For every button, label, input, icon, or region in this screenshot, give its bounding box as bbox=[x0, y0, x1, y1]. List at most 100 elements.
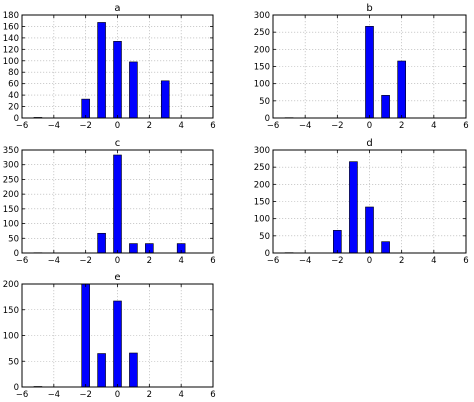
x-tick-label: 2 bbox=[399, 121, 404, 131]
bar-d-3 bbox=[365, 206, 374, 254]
bar-d-2 bbox=[349, 161, 358, 254]
x-tick-label: 6 bbox=[210, 121, 215, 131]
x-tick-label: −6 bbox=[16, 390, 29, 400]
x-tick-label: 0 bbox=[115, 121, 120, 131]
x-tick-label: 6 bbox=[463, 256, 468, 266]
y-tick-label: 200 bbox=[3, 190, 19, 200]
y-tick-label: 120 bbox=[3, 45, 19, 55]
y-tick-label: 150 bbox=[254, 63, 270, 73]
x-tick-label: 4 bbox=[178, 121, 183, 131]
bar-a-4 bbox=[129, 61, 138, 119]
x-tick-label: 6 bbox=[463, 121, 468, 131]
y-tick-label: 40 bbox=[8, 91, 19, 101]
x-tick-label: −6 bbox=[16, 256, 29, 266]
bar-a-2 bbox=[97, 22, 106, 119]
y-tick-label: 300 bbox=[254, 146, 270, 156]
subplot-title: d bbox=[366, 138, 372, 149]
x-tick-label: 4 bbox=[431, 121, 436, 131]
y-tick-label: 50 bbox=[259, 232, 270, 242]
subplot-title: e bbox=[114, 272, 120, 283]
x-tick-label: −4 bbox=[48, 390, 61, 400]
x-tick-label: 6 bbox=[210, 256, 215, 266]
x-tick-label: 0 bbox=[115, 256, 120, 266]
bar-c-1 bbox=[97, 232, 106, 254]
bar-c-2 bbox=[113, 154, 122, 254]
subplot-b: −6 −4 −2 0 2 4 6 0 50 100 150 200 250 300 b bbox=[254, 3, 469, 131]
y-tick-label: 100 bbox=[254, 80, 270, 90]
bar-a-5 bbox=[160, 80, 170, 119]
x-tick-label: −2 bbox=[79, 390, 92, 400]
x-tick-label: 6 bbox=[210, 390, 215, 400]
bar-e-4 bbox=[129, 352, 138, 388]
y-tick-label: 150 bbox=[3, 205, 19, 215]
bar-b-2 bbox=[381, 95, 390, 119]
y-tick-label: 60 bbox=[8, 80, 19, 90]
x-tick-label: −2 bbox=[79, 121, 92, 131]
y-tick-label: 100 bbox=[254, 215, 270, 225]
x-tick-label: −6 bbox=[16, 121, 29, 131]
y-tick-label: 350 bbox=[3, 146, 19, 156]
bar-c-3 bbox=[129, 243, 138, 254]
y-tick-label: 0 bbox=[14, 114, 19, 124]
y-tick-label: 200 bbox=[254, 180, 270, 190]
y-tick-label: 200 bbox=[3, 280, 19, 290]
x-tick-label: 2 bbox=[399, 256, 404, 266]
x-tick-label: 0 bbox=[367, 121, 372, 131]
y-tick-label: 50 bbox=[8, 357, 19, 367]
y-tick-label: 180 bbox=[3, 11, 19, 21]
x-tick-label: −4 bbox=[48, 121, 61, 131]
x-tick-label: −2 bbox=[331, 256, 344, 266]
subplot-d: −6 −4 −2 0 2 4 6 0 50 100 150 200 250 300 d bbox=[254, 138, 469, 266]
y-tick-label: 0 bbox=[265, 114, 270, 124]
y-tick-label: 200 bbox=[254, 45, 270, 55]
x-tick-label: −2 bbox=[331, 121, 344, 131]
bar-e-3 bbox=[113, 300, 122, 388]
y-tick-label: 50 bbox=[8, 234, 19, 244]
y-tick-label: 150 bbox=[3, 306, 19, 316]
subplot-title: a bbox=[114, 3, 120, 14]
y-tick-label: 0 bbox=[14, 383, 19, 393]
bar-e-2 bbox=[97, 353, 106, 388]
subplot-title: b bbox=[366, 3, 372, 14]
y-tick-label: 0 bbox=[265, 249, 270, 259]
y-tick-label: 160 bbox=[3, 22, 19, 32]
x-tick-label: 2 bbox=[147, 121, 152, 131]
x-tick-label: 2 bbox=[147, 256, 152, 266]
y-tick-label: 100 bbox=[3, 332, 19, 342]
x-tick-label: −2 bbox=[79, 256, 92, 266]
y-tick-label: 300 bbox=[3, 161, 19, 171]
bar-b-3 bbox=[397, 60, 406, 119]
y-tick-label: 150 bbox=[254, 198, 270, 208]
x-tick-label: 4 bbox=[178, 390, 183, 400]
x-tick-label: 0 bbox=[367, 256, 372, 266]
x-tick-label: 2 bbox=[147, 390, 152, 400]
x-tick-label: 4 bbox=[431, 256, 436, 266]
x-tick-label: −4 bbox=[48, 256, 61, 266]
x-tick-label: 4 bbox=[178, 256, 183, 266]
y-tick-label: 80 bbox=[8, 68, 19, 78]
y-tick-label: 300 bbox=[254, 11, 270, 21]
bar-b-1 bbox=[365, 26, 374, 119]
subplot-e: −6 −4 −2 0 2 4 6 0 50 100 150 200 e bbox=[3, 272, 216, 400]
x-tick-label: −4 bbox=[299, 121, 312, 131]
bar-d-4 bbox=[381, 241, 390, 254]
subplot-title: c bbox=[115, 138, 121, 149]
y-tick-label: 100 bbox=[3, 57, 19, 67]
y-tick-label: 20 bbox=[8, 103, 19, 113]
x-tick-label: −4 bbox=[299, 256, 312, 266]
y-tick-label: 250 bbox=[254, 163, 270, 173]
bar-d-1 bbox=[333, 230, 342, 254]
y-tick-label: 140 bbox=[3, 34, 19, 44]
x-tick-label: −6 bbox=[267, 256, 280, 266]
y-tick-label: 100 bbox=[3, 220, 19, 230]
bar-a-3 bbox=[113, 41, 122, 119]
y-tick-label: 250 bbox=[3, 175, 19, 185]
x-tick-label: −6 bbox=[267, 121, 280, 131]
x-tick-label: 0 bbox=[115, 390, 120, 400]
y-tick-label: 250 bbox=[254, 28, 270, 38]
subplot-c: −6 −4 −2 0 2 4 6 0 50 100 150 200 250 300 350 c bbox=[3, 138, 216, 266]
y-tick-label: 0 bbox=[14, 249, 19, 259]
bar-e-1 bbox=[81, 283, 90, 388]
